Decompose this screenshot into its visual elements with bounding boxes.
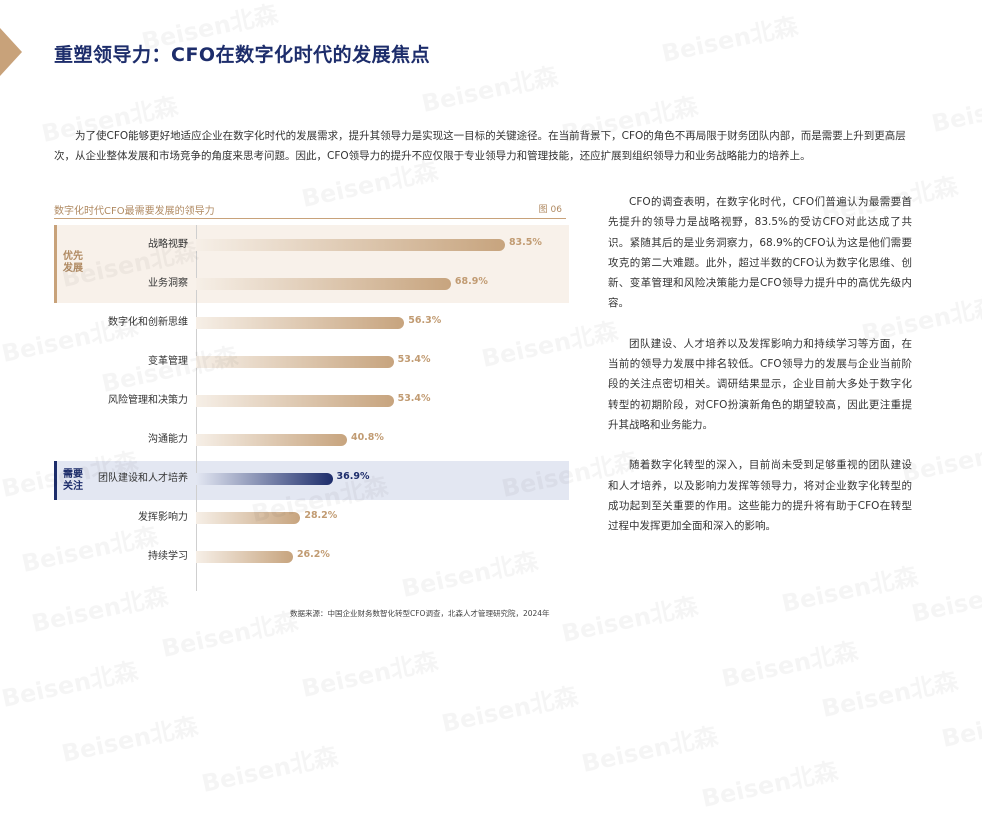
bar-row: 持续学习 26.2%	[54, 537, 566, 576]
bar-value-label: 53.4%	[397, 354, 431, 365]
bar-row: 战略视野 83.5%	[54, 225, 566, 264]
bar-category-label: 业务洞察	[148, 278, 188, 289]
bar-value-label: 36.9%	[336, 471, 370, 482]
watermark: Beisen北森	[418, 56, 561, 119]
watermark: Beisen北森	[908, 566, 982, 629]
watermark: Beisen北森	[0, 651, 141, 714]
watermark: Beisen北森	[578, 716, 721, 779]
bar	[196, 512, 301, 524]
bar-value-label: 53.4%	[397, 393, 431, 404]
bar-value-label: 26.2%	[296, 549, 330, 560]
bar-category-label: 持续学习	[148, 551, 188, 562]
bar	[196, 356, 394, 368]
bar	[196, 317, 405, 329]
chart-title: 数字化时代CFO最需要发展的领导力	[54, 206, 215, 217]
bar-row: 业务洞察 68.9%	[54, 264, 566, 303]
priority-label: 优先 发展	[63, 251, 83, 274]
intro-paragraph: 为了使CFO能够更好地适应企业在数字化时代的发展需求，提升其领导力是实现这一目标…	[54, 130, 906, 162]
watermark: Beisen北森	[928, 76, 982, 139]
watermark: Beisen北森	[658, 6, 801, 69]
analysis-paragraph: 随着数字化转型的深入，目前尚未受到足够重视的团队建设和人才培养，以及影响力发挥等…	[608, 459, 912, 533]
watermark: Beisen北森	[198, 736, 341, 799]
bar-value-label: 28.2%	[304, 510, 338, 521]
page-title: 重塑领导力：CFO在数字化时代的发展焦点	[54, 44, 431, 66]
bar	[196, 434, 347, 446]
analysis-text: CFO的调查表明，在数字化时代，CFO们普遍认为最需要首先提升的领导力是战略视野…	[608, 192, 912, 556]
bar-category-label: 团队建设和人才培养	[98, 473, 188, 484]
bar-row: 变革管理 53.4%	[54, 342, 566, 381]
watermark: Beisen北森	[558, 586, 701, 649]
watermark: Beisen北森	[818, 661, 961, 724]
bar-category-label: 发挥影响力	[138, 512, 188, 523]
bar	[196, 473, 333, 485]
bar-value-label: 56.3%	[408, 315, 442, 326]
bar-category-label: 沟通能力	[148, 434, 188, 445]
bar-row: 发挥影响力 28.2%	[54, 498, 566, 537]
bar-category-label: 风险管理和决策力	[108, 395, 188, 406]
bar	[196, 239, 505, 251]
bar-value-label: 83.5%	[508, 237, 542, 248]
watermark: Beisen北森	[718, 631, 861, 694]
chart-axis-line	[196, 225, 197, 591]
bar	[196, 278, 451, 290]
watermark: Beisen北森	[58, 706, 201, 769]
priority-band: 优先 发展	[54, 225, 569, 303]
watermark: Beisen北森	[28, 576, 171, 639]
watermark: Beisen北森	[158, 601, 301, 664]
bar-row: 团队建设和人才培养 36.9%	[54, 459, 566, 498]
bar-category-label: 战略视野	[148, 239, 188, 250]
watermark: Beisen北森	[698, 751, 841, 814]
bar-row: 沟通能力 40.8%	[54, 420, 566, 459]
analysis-paragraph: CFO的调查表明，在数字化时代，CFO们普遍认为最需要首先提升的领导力是战略视野…	[608, 196, 912, 310]
bar-value-label: 40.8%	[350, 432, 384, 443]
data-source: 数据来源：中国企业财务数智化转型CFO调查，北森人才管理研究院，2024年	[290, 609, 550, 618]
watermark: Beisen北森	[938, 691, 982, 754]
attention-label: 需要 关注	[63, 469, 83, 492]
bar	[196, 395, 394, 407]
watermark: Beisen北森	[438, 676, 581, 739]
watermark: Beisen北森	[298, 641, 441, 704]
watermark: Beisen北森	[778, 556, 921, 619]
bar-category-label: 变革管理	[148, 356, 188, 367]
bar-row: 风险管理和决策力 53.4%	[54, 381, 566, 420]
chart-header: 数字化时代CFO最需要发展的领导力 图 06	[54, 200, 566, 219]
analysis-paragraph: 团队建设、人才培养以及发挥影响力和持续学习等方面，在当前的领导力发展中排名较低。…	[608, 337, 912, 431]
corner-decoration	[0, 28, 22, 76]
bar-category-label: 数字化和创新思维	[108, 317, 188, 328]
bar-value-label: 68.9%	[454, 276, 488, 287]
bar	[196, 551, 293, 563]
bar-row: 数字化和创新思维 56.3%	[54, 303, 566, 342]
figure-number: 图 06	[538, 205, 562, 215]
